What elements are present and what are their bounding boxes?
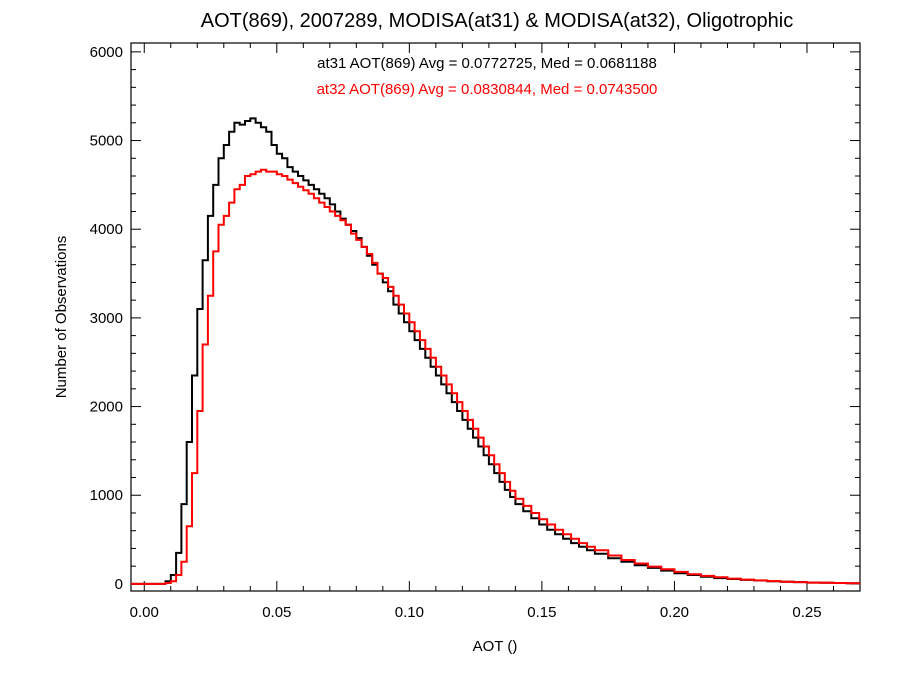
plot-frame bbox=[130, 42, 861, 592]
y-tick-label: 6000 bbox=[90, 44, 123, 61]
y-tick-label: 1000 bbox=[90, 487, 123, 504]
x-tick-label: 0.00 bbox=[130, 604, 159, 621]
x-tick-label: 0.15 bbox=[527, 604, 556, 621]
y-axis-label: Number of Observations bbox=[53, 236, 70, 399]
legend-entry-at31: at31 AOT(869) Avg = 0.0772725, Med = 0.0… bbox=[317, 55, 657, 72]
x-axis: 0.00 0.05 0.10 0.15 0.20 0.25 bbox=[130, 43, 834, 621]
legend-entry-at32: at32 AOT(869) Avg = 0.0830844, Med = 0.0… bbox=[317, 81, 658, 98]
chart-title: AOT(869), 2007289, MODISA(at31) & MODISA… bbox=[201, 10, 793, 32]
x-tick-label: 0.25 bbox=[792, 604, 821, 621]
y-tick-label: 5000 bbox=[90, 133, 123, 150]
x-axis-label: AOT () bbox=[473, 638, 518, 655]
y-tick-label: 0 bbox=[115, 576, 123, 593]
y-tick-label: 4000 bbox=[90, 221, 123, 238]
y-axis: 0 1000 2000 3000 4000 5000 6000 bbox=[90, 44, 860, 593]
series-line-at31 bbox=[131, 117, 860, 585]
y-tick-label: 3000 bbox=[90, 310, 123, 327]
x-tick-label: 0.10 bbox=[395, 604, 424, 621]
series-line-at32 bbox=[131, 168, 860, 585]
x-tick-label: 0.05 bbox=[262, 604, 291, 621]
series-group bbox=[131, 117, 860, 585]
x-tick-label: 0.20 bbox=[660, 604, 689, 621]
y-tick-label: 2000 bbox=[90, 399, 123, 416]
